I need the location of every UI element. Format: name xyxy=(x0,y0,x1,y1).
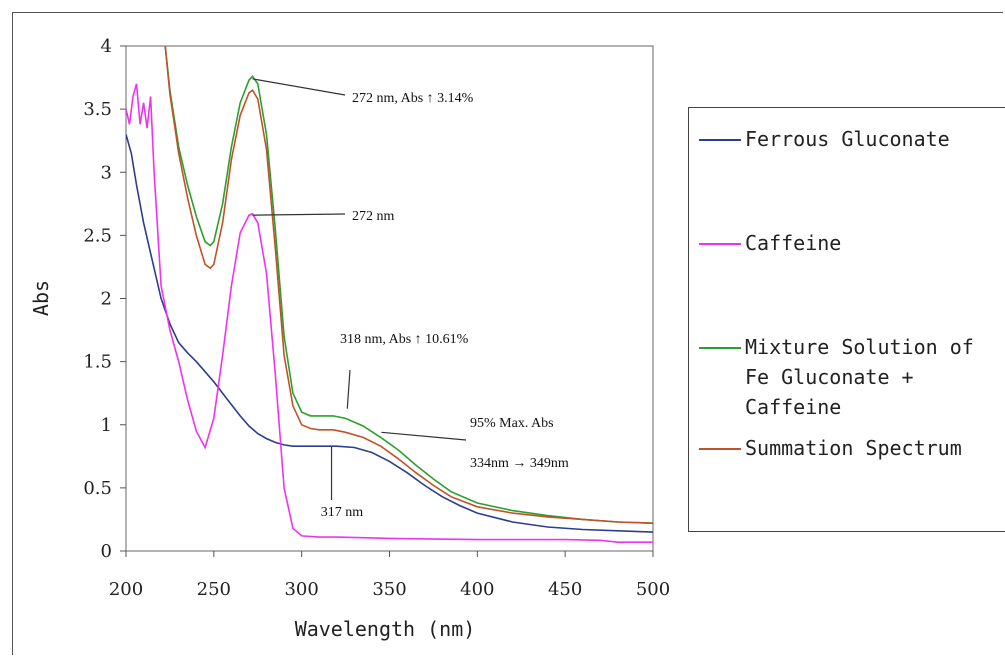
annotation-leader xyxy=(346,369,351,409)
y-tick-label: 2 xyxy=(101,289,112,310)
annotation-label: 272 nm, Abs ↑ 3.14% xyxy=(352,91,474,106)
y-tick-label: 0.5 xyxy=(83,478,112,499)
legend-label: Ferrous Gluconate xyxy=(745,127,950,151)
x-tick-label: 450 xyxy=(548,579,582,600)
annotation-leader xyxy=(381,431,467,441)
x-axis: 200 250 300 350 400 450 500 xyxy=(109,551,670,600)
y-tick-label: 3 xyxy=(101,162,112,183)
annotation-label: 317 nm xyxy=(321,505,364,520)
legend: Ferrous Gluconate Caffeine Mixture Solutio… xyxy=(688,107,1005,532)
y-tick-label: 0 xyxy=(101,541,112,562)
plot-area-border xyxy=(125,45,654,552)
x-tick-label: 200 xyxy=(109,579,143,600)
y-tick-label: 3.5 xyxy=(83,99,112,120)
y-tick-label: 1.5 xyxy=(83,352,112,373)
x-axis-title: Wavelength (nm) xyxy=(295,617,476,641)
y-tick-label: 4 xyxy=(101,36,112,57)
y-tick-label: 2.5 xyxy=(83,225,112,246)
annotation-leader xyxy=(252,78,346,96)
legend-label: Summation Spectrum xyxy=(745,436,962,460)
series-line-3 xyxy=(164,46,653,524)
legend-item: Caffeine xyxy=(699,228,841,258)
legend-label: Mixture Solution of Fe Gluconate + Caffe… xyxy=(745,335,974,419)
series-line-1 xyxy=(126,83,653,543)
legend-item: Mixture Solution of Fe Gluconate + Caffe… xyxy=(699,332,974,422)
annotation-label: 318 nm, Abs ↑ 10.61% xyxy=(340,332,469,347)
annotation-label: 272 nm xyxy=(352,209,395,224)
x-tick-label: 400 xyxy=(460,579,494,600)
x-tick-label: 250 xyxy=(197,579,231,600)
series-line-2 xyxy=(164,46,653,524)
legend-swatch xyxy=(699,347,741,349)
series-layer xyxy=(126,46,653,543)
annotation-layer: 272 nm, Abs ↑ 3.14% 272 nm 318 nm, Abs ↑ 1… xyxy=(252,78,569,520)
annotation-label: 334nm → 349nm xyxy=(470,456,569,471)
legend-swatch xyxy=(699,139,741,141)
y-axis-title: Abs xyxy=(29,280,53,316)
legend-item: Summation Spectrum xyxy=(699,433,962,463)
series-line-0 xyxy=(126,134,653,533)
legend-swatch xyxy=(699,448,741,450)
legend-item: Ferrous Gluconate xyxy=(699,124,950,154)
x-tick-label: 350 xyxy=(372,579,406,600)
annotation-leader xyxy=(252,213,346,216)
y-axis: 0 0.5 1 1.5 2 2.5 3 3.5 4 xyxy=(83,36,126,562)
x-tick-label: 500 xyxy=(636,579,670,600)
y-tick-label: 1 xyxy=(101,415,112,436)
legend-swatch xyxy=(699,243,741,245)
annotation-label: 95% Max. Abs xyxy=(470,416,554,431)
x-tick-label: 300 xyxy=(284,579,318,600)
legend-label: Caffeine xyxy=(745,231,842,255)
figure-frame xyxy=(12,12,1003,655)
